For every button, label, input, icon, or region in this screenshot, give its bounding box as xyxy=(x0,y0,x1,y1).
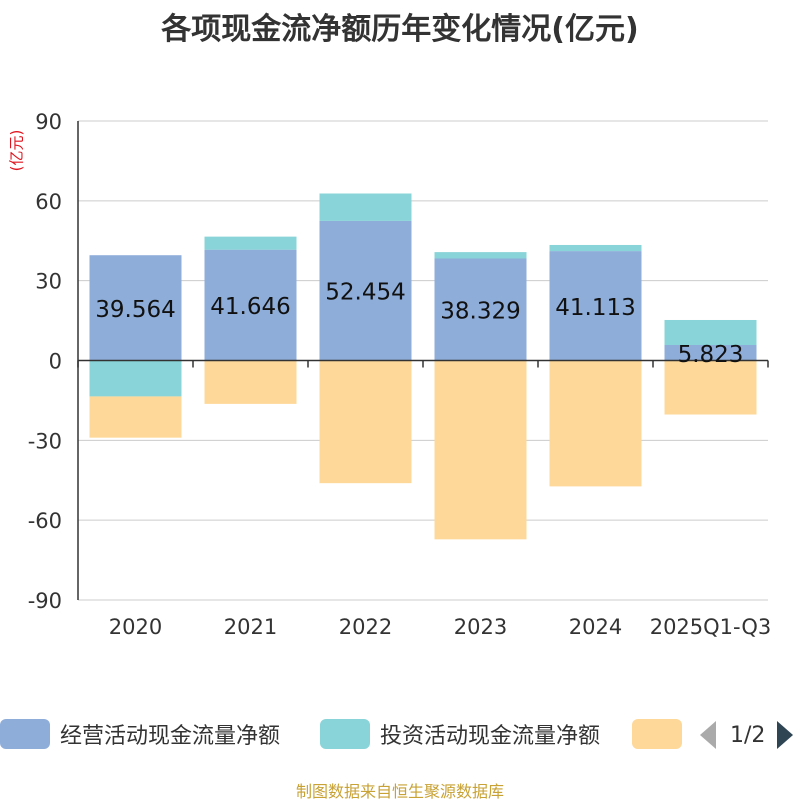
bar-investing xyxy=(319,193,412,221)
legend-item-financing[interactable] xyxy=(632,716,692,752)
x-tick-label: 2020 xyxy=(109,615,162,639)
bar-investing xyxy=(204,236,297,250)
pager-prev-icon[interactable] xyxy=(700,721,716,749)
y-tick-label: 90 xyxy=(35,110,62,134)
legend-item-investing[interactable]: 投资活动现金流量净额 xyxy=(320,716,600,752)
y-tick-label: -30 xyxy=(28,429,62,453)
bar-financing xyxy=(434,360,527,540)
y-tick-label: 0 xyxy=(49,350,62,374)
bar-financing xyxy=(549,360,642,487)
bar-operating xyxy=(204,249,297,361)
x-tick-label: 2022 xyxy=(339,615,392,639)
bar-financing xyxy=(89,396,182,438)
legend-item-operating[interactable]: 经营活动现金流量净额 xyxy=(0,716,280,752)
data-label: 52.454 xyxy=(325,280,405,306)
legend-label-investing: 投资活动现金流量净额 xyxy=(380,724,601,749)
bar-financing xyxy=(319,360,412,484)
bar-financing xyxy=(664,360,757,415)
data-label: 38.329 xyxy=(440,299,520,325)
chart-title: 各项现金流净额历年变化情况(亿元) xyxy=(161,12,639,47)
bar-investing xyxy=(549,244,642,252)
y-tick-label: -60 xyxy=(28,509,62,533)
legend-swatch-financing xyxy=(632,719,682,749)
y-tick-label: 30 xyxy=(35,270,62,294)
y-tick-label: 60 xyxy=(35,190,62,214)
data-label: 5.823 xyxy=(678,342,744,368)
chart-area: 90 60 30 0 -30 -60 -90 39.564 41.646 52.454 38.329… xyxy=(28,110,772,639)
bar-investing xyxy=(89,360,182,397)
data-label: 39.564 xyxy=(95,297,175,323)
pager-text: 1/2 xyxy=(730,722,766,748)
bar-financing xyxy=(204,360,297,404)
x-tick-label: 2021 xyxy=(224,615,277,639)
legend-swatch-investing xyxy=(320,719,370,749)
bar-operating xyxy=(549,251,642,361)
y-tick-label: -90 xyxy=(28,589,62,613)
bar-investing xyxy=(434,252,527,259)
legend-pager: 1/2 xyxy=(700,718,794,752)
bar-operating xyxy=(89,255,182,361)
pager-next-icon[interactable] xyxy=(777,721,794,749)
x-tick-label: 2023 xyxy=(454,615,507,639)
legend-swatch-operating xyxy=(0,719,50,749)
data-label: 41.646 xyxy=(210,294,290,320)
source-note: 制图数据来自恒生聚源数据库 xyxy=(295,782,504,801)
bar-investing xyxy=(664,319,757,346)
bar-operating xyxy=(664,345,757,361)
bar-operating xyxy=(319,220,412,361)
data-label: 41.113 xyxy=(555,295,635,321)
bar-operating xyxy=(434,258,527,361)
legend: 经营活动现金流量净额 投资活动现金流量净额 xyxy=(0,716,800,756)
x-tick-label: 2025Q1-Q3 xyxy=(650,615,772,639)
legend-label-operating: 经营活动现金流量净额 xyxy=(60,724,281,749)
x-tick-label: 2024 xyxy=(569,615,622,639)
